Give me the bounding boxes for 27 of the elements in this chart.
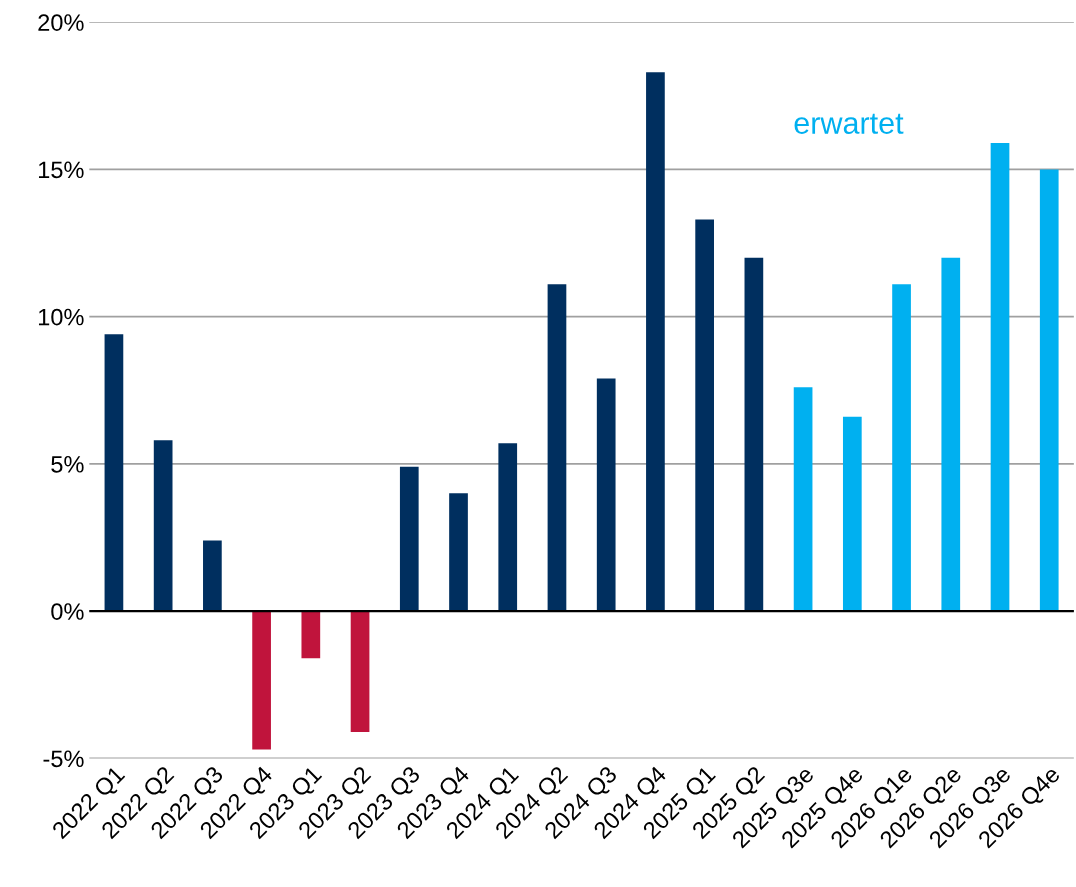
annotation: erwartet xyxy=(794,113,904,134)
y-tick-label: 0% xyxy=(51,603,84,620)
bar xyxy=(744,257,764,612)
bar xyxy=(1039,169,1059,612)
bar xyxy=(793,387,813,612)
bar xyxy=(153,440,173,612)
bar xyxy=(301,611,321,659)
y-tick-label: -5% xyxy=(43,750,84,768)
bar xyxy=(990,142,1010,612)
bar xyxy=(203,540,222,612)
y-tick-label: 15% xyxy=(38,161,84,179)
bar xyxy=(842,416,862,612)
bar xyxy=(695,219,714,612)
bar xyxy=(350,611,370,732)
bar xyxy=(399,466,419,612)
y-tick-label: 20% xyxy=(38,14,84,31)
y-tick-label: 5% xyxy=(51,456,84,473)
bar xyxy=(547,284,567,612)
bar xyxy=(892,284,911,612)
bar xyxy=(596,378,616,612)
bar xyxy=(941,257,961,612)
bar xyxy=(498,443,518,612)
bar xyxy=(449,493,468,612)
bar xyxy=(252,611,271,750)
bar xyxy=(646,72,665,612)
y-tick-label: 10% xyxy=(38,308,84,326)
bar xyxy=(104,334,124,612)
